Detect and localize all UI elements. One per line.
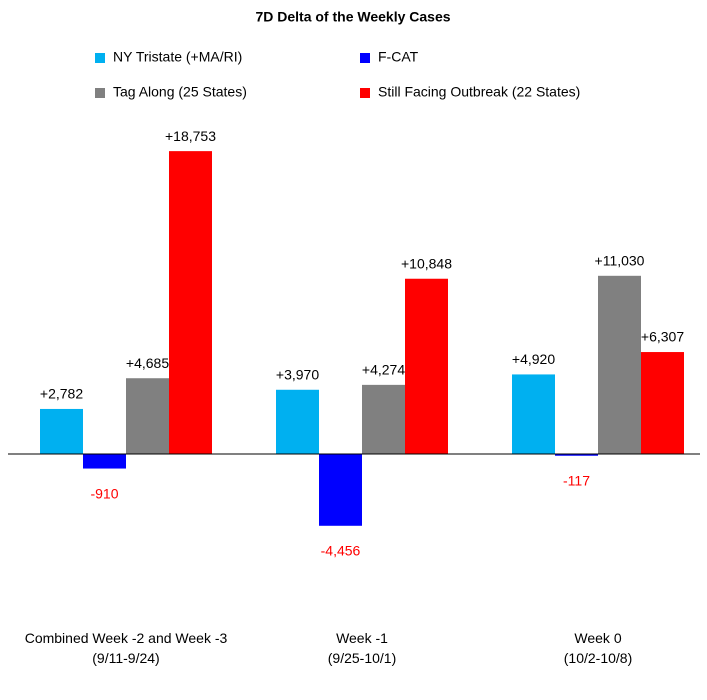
x-tick-label: Week -1 (9/25-10/1) [327, 630, 397, 666]
data-label: +4,920 [512, 351, 555, 367]
bar [641, 352, 684, 454]
bar [555, 453, 598, 456]
bar [512, 374, 555, 454]
bar [362, 384, 405, 454]
bar [83, 453, 126, 469]
bar [276, 389, 319, 454]
legend-label: Still Facing Outbreak (22 States) [378, 84, 580, 100]
data-label: +18,753 [165, 128, 216, 144]
x-tick-label: Combined Week -2 and Week -3 (9/11-9/24) [24, 630, 228, 666]
bar [40, 408, 83, 454]
data-label: +10,848 [401, 255, 452, 271]
x-tick-label: Week 0 (10/2-10/8) [563, 630, 633, 666]
data-label: -910 [90, 485, 118, 501]
data-label: +3,970 [276, 366, 319, 382]
chart-title: 7D Delta of the Weekly Cases [255, 9, 450, 25]
legend-swatch [360, 88, 370, 98]
legend-label: Tag Along (25 States) [113, 84, 247, 100]
data-label: +2,782 [40, 386, 83, 402]
legend-swatch [360, 53, 370, 63]
data-label: -117 [563, 472, 590, 488]
legend-swatch [95, 53, 105, 63]
legend-label: NY Tristate (+MA/RI) [113, 49, 242, 65]
data-label: +6,307 [641, 329, 684, 345]
bar [169, 151, 212, 454]
legend-label: F-CAT [378, 49, 419, 65]
bar [598, 275, 641, 454]
data-label: +4,685 [126, 355, 169, 371]
data-label: -4,456 [321, 542, 361, 558]
data-label: +4,274 [362, 362, 405, 378]
data-label: +11,030 [595, 253, 645, 269]
legend-swatch [95, 88, 105, 98]
bar [405, 278, 448, 454]
bar [126, 378, 169, 454]
bar [319, 453, 362, 526]
